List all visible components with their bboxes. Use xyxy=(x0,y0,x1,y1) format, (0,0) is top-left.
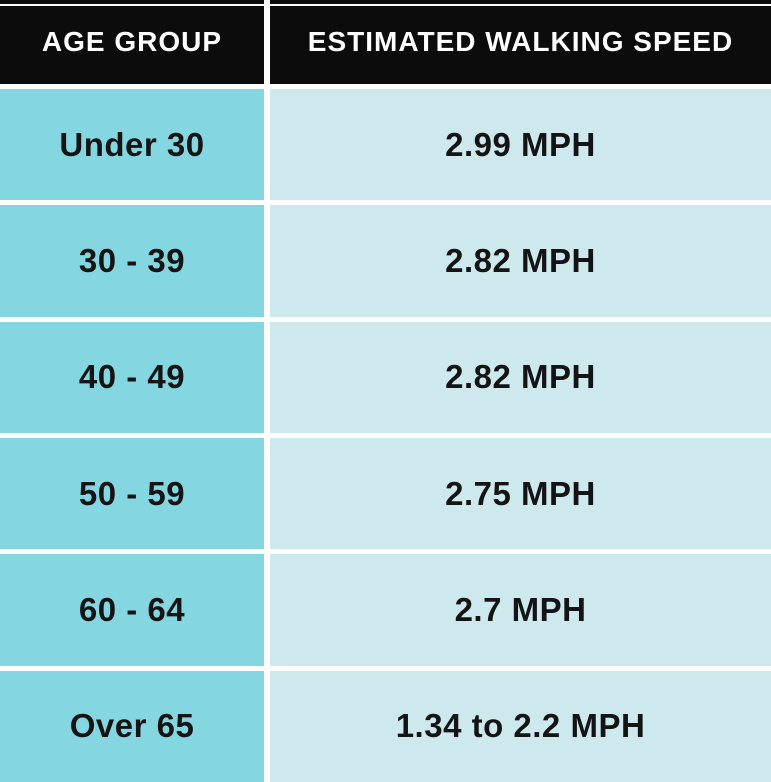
walking-speed-value: 1.34 to 2.2 MPH xyxy=(395,707,646,745)
table-row-4-speed-cell: 2.7 MPH xyxy=(270,554,771,666)
table-row-1-speed-cell: 2.82 MPH xyxy=(270,205,771,317)
age-group-label: 40 - 49 xyxy=(78,358,186,396)
age-group-label: 60 - 64 xyxy=(78,590,186,628)
walking-speed-value: 2.82 MPH xyxy=(445,358,596,396)
table-row-0-age-cell: Under 30 xyxy=(0,89,264,201)
header-walking-speed-label: ESTIMATED WALKING SPEED xyxy=(307,26,734,57)
age-group-label: 50 - 59 xyxy=(78,474,186,512)
age-group-label: Over 65 xyxy=(69,707,195,745)
age-group-label: Under 30 xyxy=(59,125,205,163)
table-row-0-speed-cell: 2.99 MPH xyxy=(270,89,771,201)
table-row-5-speed-cell: 1.34 to 2.2 MPH xyxy=(270,670,771,782)
header-age-group: AGE GROUP xyxy=(0,0,264,84)
header-age-group-label: AGE GROUP xyxy=(41,26,223,57)
table-row-4-age-cell: 60 - 64 xyxy=(0,554,264,666)
table-row-3-speed-cell: 2.75 MPH xyxy=(270,438,771,550)
walking-speed-value: 2.75 MPH xyxy=(445,474,596,512)
table-row-5-age-cell: Over 65 xyxy=(0,670,264,782)
table-row-2-age-cell: 40 - 49 xyxy=(0,321,264,433)
walking-speed-value: 2.7 MPH xyxy=(454,590,587,628)
header-walking-speed: ESTIMATED WALKING SPEED xyxy=(270,0,771,84)
age-group-label: 30 - 39 xyxy=(78,241,186,279)
table-row-2-speed-cell: 2.82 MPH xyxy=(270,321,771,433)
table-row-3-age-cell: 50 - 59 xyxy=(0,438,264,550)
table-row-1-age-cell: 30 - 39 xyxy=(0,205,264,317)
walking-speed-value: 2.99 MPH xyxy=(445,125,596,163)
walking-speed-value: 2.82 MPH xyxy=(445,241,596,279)
